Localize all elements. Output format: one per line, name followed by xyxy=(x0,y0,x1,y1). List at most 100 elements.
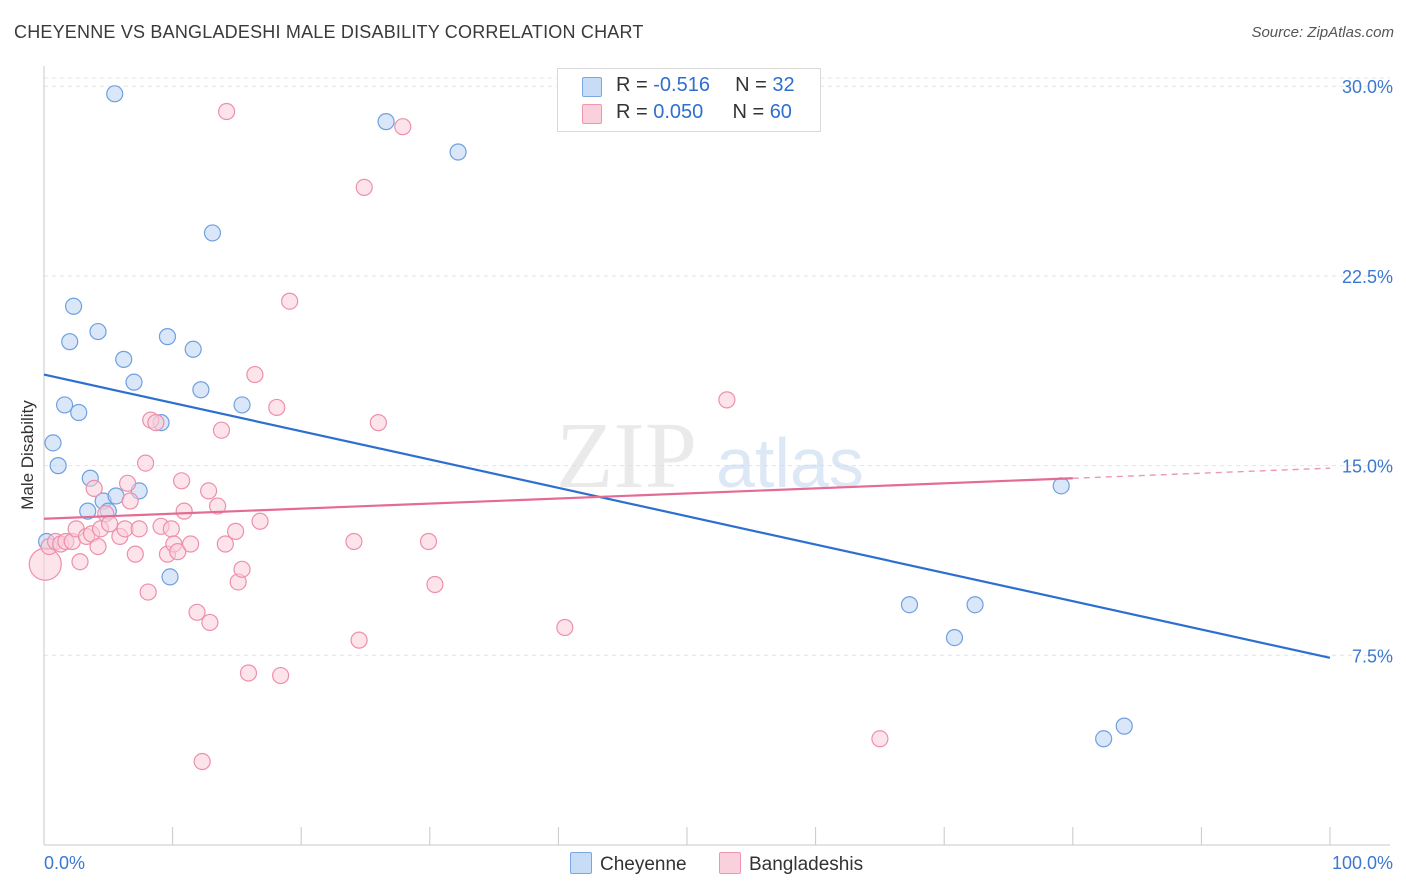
x-tick-label-min: 0.0% xyxy=(44,853,85,873)
trend-lines xyxy=(43,373,1331,659)
bangladeshis-point xyxy=(89,537,107,556)
x-tick-label-max: 100.0% xyxy=(1332,853,1393,873)
cheyenne-point xyxy=(203,224,222,242)
chart-title: CHEYENNE VS BANGLADESHI MALE DISABILITY … xyxy=(14,22,644,42)
bangladeshis-point xyxy=(162,520,180,538)
bangladeshis-point xyxy=(182,535,200,553)
cheyenne-point xyxy=(125,373,143,391)
legend-label: Cheyenne xyxy=(600,854,687,875)
n-value: 60 xyxy=(769,101,792,123)
bangladeshis-point xyxy=(200,482,218,500)
bangladeshis-swatch xyxy=(582,104,602,124)
data-points xyxy=(28,85,1133,771)
cheyenne-point xyxy=(945,629,964,647)
bangladeshis-trend-extension xyxy=(1072,467,1331,479)
cheyenne-point xyxy=(1052,477,1070,495)
correlation-stats-box: R = -0.516 N = 32 R = 0.050 N = 60 xyxy=(557,68,821,132)
bangladeshis-point xyxy=(139,583,157,601)
cheyenne-point xyxy=(70,403,88,422)
bangladeshis-point xyxy=(173,472,191,490)
cheyenne-point xyxy=(1095,730,1113,748)
tick-labels: 7.5% 15.0% 22.5% 30.0% 0.0% 100.0% xyxy=(44,77,1393,873)
bangladeshis-point xyxy=(71,553,89,571)
cheyenne-point xyxy=(61,333,79,351)
bangladeshis-legend-swatch xyxy=(719,852,741,874)
bangladeshis-points xyxy=(28,102,889,771)
axes xyxy=(43,66,1390,846)
cheyenne-point xyxy=(49,457,67,475)
bangladeshis-point xyxy=(218,102,236,121)
bangladeshis-point xyxy=(212,421,231,439)
bangladeshis-point xyxy=(369,414,387,432)
y-tick-label: 30.0% xyxy=(1342,77,1393,97)
bangladeshis-point xyxy=(126,545,144,563)
bangladeshis-point xyxy=(556,618,574,637)
y-tick-label: 22.5% xyxy=(1342,267,1393,287)
r-label: R = xyxy=(616,74,654,96)
legend-label: Bangladeshis xyxy=(749,854,864,875)
bangladeshis-point xyxy=(136,454,155,472)
cheyenne-trend-line xyxy=(43,373,1331,659)
bangladeshis-point xyxy=(201,613,219,632)
bangladeshis-point xyxy=(188,603,206,621)
r-value: -0.516 xyxy=(653,74,710,96)
bangladeshis-point xyxy=(121,492,139,510)
bangladeshis-point xyxy=(227,522,245,540)
y-tick-label: 7.5% xyxy=(1352,646,1393,666)
cheyenne-point xyxy=(966,596,984,614)
bangladeshis-point xyxy=(394,118,412,136)
n-value: 32 xyxy=(772,74,795,96)
bangladeshis-point xyxy=(233,560,251,578)
bangladeshis-point xyxy=(251,512,269,530)
bangladeshis-point xyxy=(345,532,363,551)
legend-item-cheyenne[interactable]: Cheyenne xyxy=(570,852,687,876)
bangladeshis-trend-line xyxy=(43,477,1073,520)
bangladeshis-point xyxy=(281,292,299,310)
bangladeshis-point xyxy=(147,414,165,432)
bangladeshis-point xyxy=(209,497,227,515)
cheyenne-point xyxy=(79,502,97,520)
bangladeshis-point xyxy=(355,178,373,197)
cheyenne-point xyxy=(233,396,251,414)
bangladeshis-point xyxy=(350,631,368,649)
bangladeshis-point xyxy=(246,365,264,384)
bangladeshis-point xyxy=(426,575,444,594)
cheyenne-point xyxy=(89,322,107,341)
bangladeshis-point xyxy=(272,666,290,685)
cheyenne-point xyxy=(900,596,919,614)
r-label: R = xyxy=(616,101,654,123)
n-label: N = xyxy=(732,101,770,123)
legend-item-bangladeshis[interactable]: Bangladeshis xyxy=(719,852,863,876)
bangladeshis-point xyxy=(239,664,258,682)
cheyenne-point xyxy=(115,350,133,368)
cheyenne-point xyxy=(158,328,177,346)
n-label: N = xyxy=(735,74,773,96)
bangladeshis-point xyxy=(169,543,187,561)
y-tick-label: 15.0% xyxy=(1342,457,1393,477)
cheyenne-point xyxy=(192,381,210,399)
bangladeshis-point xyxy=(85,479,103,497)
source-label: Source: ZipAtlas.com xyxy=(1251,24,1394,41)
watermark-zip: ZIP xyxy=(556,404,697,508)
bangladeshis-point xyxy=(268,398,286,417)
bangladeshis-point xyxy=(118,474,137,492)
cheyenne-points xyxy=(37,85,1133,748)
cheyenne-point xyxy=(106,85,124,103)
cheyenne-point xyxy=(1115,717,1133,735)
cheyenne-swatch xyxy=(582,77,602,97)
bangladeshis-point xyxy=(718,391,736,409)
cheyenne-point xyxy=(64,297,83,315)
cheyenne-legend-swatch xyxy=(570,852,592,874)
cheyenne-point xyxy=(55,396,74,414)
cheyenne-point xyxy=(184,340,202,358)
cheyenne-point xyxy=(377,113,395,131)
cheyenne-point xyxy=(161,568,179,586)
r-value: 0.050 xyxy=(653,101,704,123)
bangladeshis-point xyxy=(130,520,148,538)
bangladeshis-point xyxy=(871,730,889,748)
cheyenne-point xyxy=(449,143,467,161)
bangladeshis-point xyxy=(193,752,211,771)
bangladeshis-point xyxy=(419,532,438,551)
cheyenne-point xyxy=(44,434,62,452)
